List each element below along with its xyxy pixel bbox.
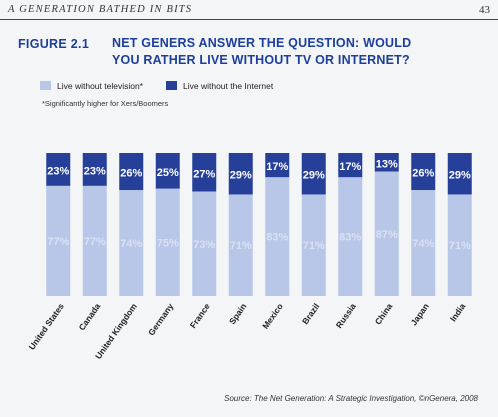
bar-television xyxy=(301,194,326,296)
data-label-internet: 23% xyxy=(84,165,106,177)
data-label-internet: 29% xyxy=(449,170,471,182)
legend-item-internet: Live without the Internet xyxy=(166,81,273,91)
x-tick-label: Germany xyxy=(146,301,175,337)
legend-swatch-internet xyxy=(166,81,177,90)
figure-title-line-1: NET GENERS ANSWER THE QUESTION: WOULD xyxy=(112,36,412,50)
footnote: *Significantly higher for Xers/Boomers xyxy=(42,99,169,108)
page-number: 43 xyxy=(479,4,490,16)
data-label-internet: 17% xyxy=(339,161,361,173)
bar-internet xyxy=(192,153,217,192)
data-label-television: 74% xyxy=(412,238,434,250)
bar-television xyxy=(119,190,144,296)
bar-television xyxy=(192,191,217,296)
data-label-television: 74% xyxy=(120,238,142,250)
data-label-television: 77% xyxy=(84,236,106,248)
x-tick-label: China xyxy=(373,301,395,326)
x-tick-label: France xyxy=(188,301,212,330)
data-label-television: 75% xyxy=(157,237,179,249)
legend-label-television: Live without television* xyxy=(57,81,143,91)
bar-internet xyxy=(82,153,107,186)
x-tick-label: United States xyxy=(27,301,67,351)
data-label-internet: 25% xyxy=(157,167,179,179)
x-tick-label: Russia xyxy=(334,301,358,330)
x-tick-label: Japan xyxy=(409,301,431,327)
header-rule xyxy=(0,19,498,20)
bar-internet xyxy=(46,153,71,186)
bar-television xyxy=(374,171,399,296)
data-label-television: 71% xyxy=(449,240,471,252)
legend-item-television: Live without television* xyxy=(40,81,143,91)
bar-internet xyxy=(119,153,144,191)
bar-internet xyxy=(338,153,363,178)
data-label-television: 87% xyxy=(376,229,398,241)
figure-title: NET GENERS ANSWER THE QUESTION: WOULD YO… xyxy=(112,35,492,69)
figure-title-line-2: YOU RATHER LIVE WITHOUT TV OR INTERNET? xyxy=(112,53,410,67)
bar-internet xyxy=(301,153,326,195)
bar-television xyxy=(447,194,472,296)
data-label-television: 83% xyxy=(266,232,288,244)
data-label-internet: 13% xyxy=(376,158,398,170)
bar-internet xyxy=(411,153,436,191)
data-label-internet: 29% xyxy=(230,170,252,182)
figure-label: FIGURE 2.1 xyxy=(18,37,90,51)
running-title: A GENERATION BATHED IN BITS xyxy=(8,4,193,15)
data-label-internet: 27% xyxy=(193,168,215,180)
bar-television xyxy=(82,185,107,296)
data-label-internet: 26% xyxy=(120,168,142,180)
data-label-television: 71% xyxy=(303,240,325,252)
data-label-internet: 29% xyxy=(303,170,325,182)
bar-television xyxy=(155,188,180,296)
bar-television xyxy=(338,177,363,296)
data-label-internet: 23% xyxy=(47,165,69,177)
bar-television xyxy=(228,194,253,296)
bar-television xyxy=(411,190,436,296)
running-head: A GENERATION BATHED IN BITS 43 xyxy=(8,4,490,16)
data-label-television: 77% xyxy=(47,236,69,248)
x-tick-label: Spain xyxy=(227,301,248,326)
bar-internet xyxy=(228,153,253,195)
data-label-internet: 17% xyxy=(266,161,288,173)
x-tick-label: Canada xyxy=(77,301,103,332)
legend-label-internet: Live without the Internet xyxy=(183,81,274,91)
bar-television xyxy=(46,185,71,296)
data-label-television: 73% xyxy=(193,239,215,251)
data-label-internet: 26% xyxy=(412,168,434,180)
bar-internet xyxy=(447,153,472,195)
x-tick-label: India xyxy=(448,301,468,323)
source-line: Source: The Net Generation: A Strategic … xyxy=(224,394,478,403)
x-tick-label: Brazil xyxy=(300,301,321,326)
bar-television xyxy=(265,177,290,296)
legend-swatch-television xyxy=(40,81,51,90)
data-label-television: 83% xyxy=(339,232,361,244)
x-tick-label: Mexico xyxy=(260,301,285,330)
bar-internet xyxy=(374,153,399,172)
data-label-television: 71% xyxy=(230,240,252,252)
bar-internet xyxy=(155,153,180,189)
bar-internet xyxy=(265,153,290,178)
